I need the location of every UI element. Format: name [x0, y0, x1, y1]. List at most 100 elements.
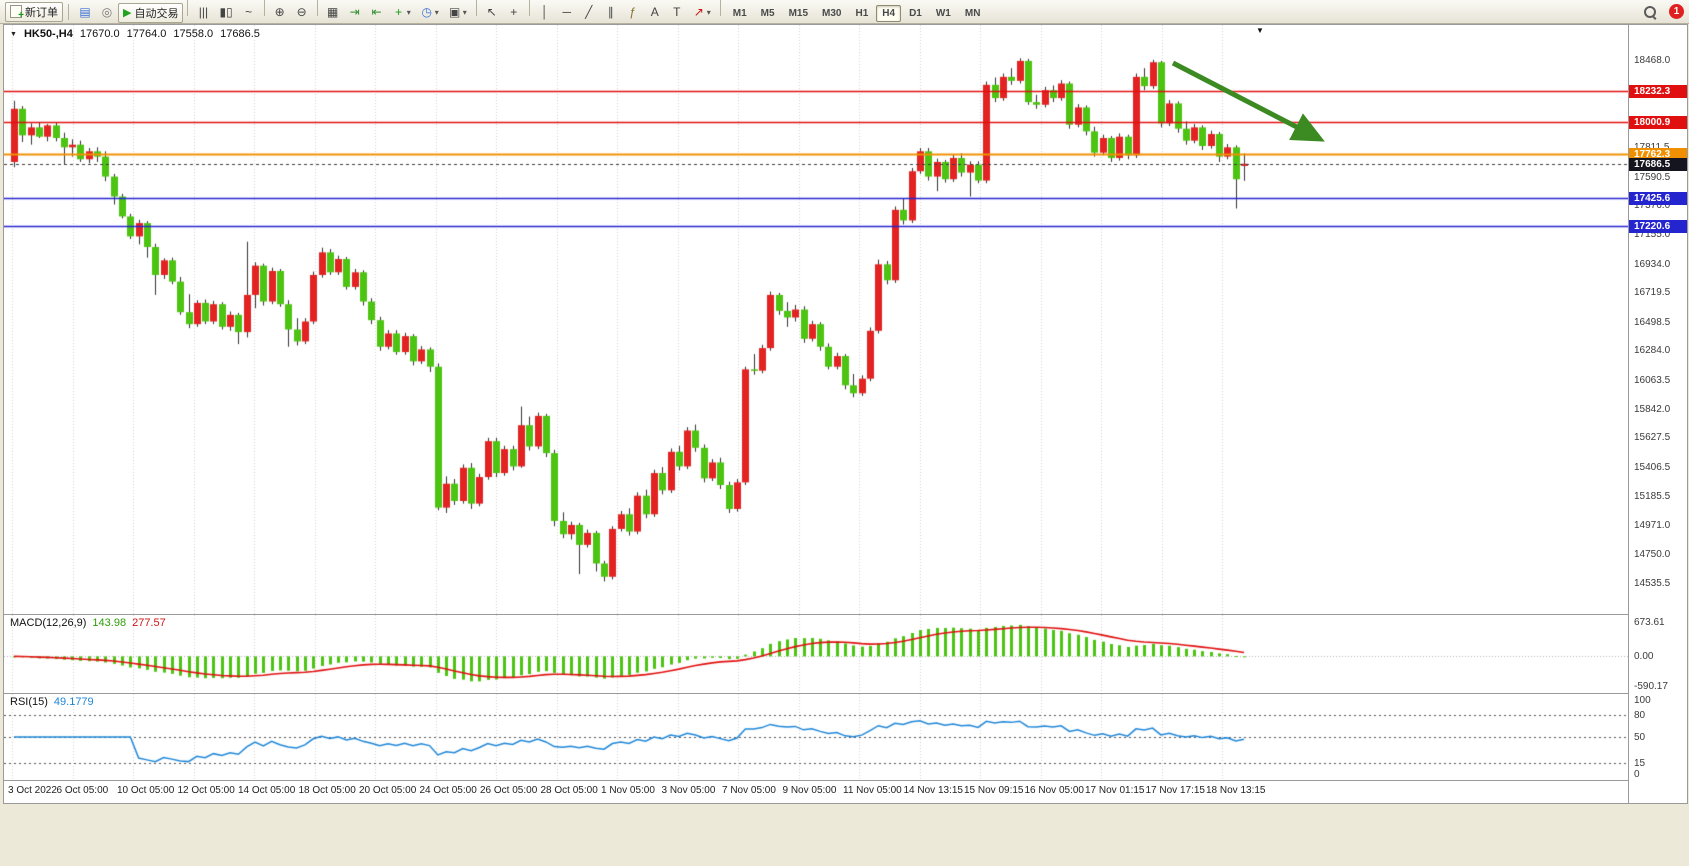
text-button[interactable]: A	[644, 2, 666, 22]
templates-button[interactable]: ▣ ▾	[444, 2, 472, 22]
price-axis-label: 16719.5	[1634, 287, 1671, 298]
price-badge: 18232.3	[1629, 85, 1687, 98]
chart-window: ▼ HK50-,H4 17670.0 17764.0 17558.0 17686…	[3, 24, 1688, 804]
price-axis-label: 14971.0	[1634, 520, 1671, 531]
time-axis-label: 14 Oct 05:00	[238, 785, 296, 796]
price-axis-label: 17590.5	[1634, 172, 1671, 183]
chart-menu-icon[interactable]: ▼	[10, 30, 17, 38]
panel-separator	[4, 780, 1687, 781]
price-badge: 18000.9	[1629, 116, 1687, 129]
price-axis-label: 15842.0	[1634, 404, 1671, 415]
chart-shift-marker-icon[interactable]: ▼	[1256, 26, 1264, 35]
rsi-panel-canvas[interactable]	[4, 694, 1628, 780]
charts-button[interactable]: ▤	[74, 2, 96, 22]
timeframe-group: M1 M5 M15 M30 H1 H4 D1 W1 MN	[726, 3, 988, 22]
strategy-tester-button[interactable]: ◎	[96, 2, 118, 22]
rsi-name: RSI(15)	[10, 696, 48, 708]
price-axis-label: -590.17	[1634, 681, 1668, 692]
profiles-icon: ◷	[421, 5, 432, 20]
channel-button[interactable]: ∥	[600, 2, 622, 22]
line-chart-button[interactable]: ~	[238, 2, 260, 22]
price-axis-label: 16934.0	[1634, 259, 1671, 270]
price-axis-label: 17811.5	[1629, 141, 1687, 154]
macd-panel-canvas[interactable]	[4, 615, 1628, 693]
panel-separator[interactable]	[4, 614, 1687, 615]
time-axis-label: 15 Nov 09:15	[964, 785, 1024, 796]
main-chart-canvas[interactable]	[4, 25, 1628, 614]
timeframe-m15-button[interactable]: M15	[788, 7, 809, 19]
profiles-button[interactable]: ◷ ▾	[416, 2, 444, 22]
price-axis-label: 50	[1634, 732, 1646, 743]
rsi-indicator-label: RSI(15) 49.1779	[10, 696, 94, 708]
time-axis-label: 9 Nov 05:00	[782, 785, 837, 796]
crosshair-icon: +	[510, 5, 518, 20]
search-button[interactable]	[1638, 2, 1662, 22]
chart-ohlc-label: ▼ HK50-,H4 17670.0 17764.0 17558.0 17686…	[10, 28, 260, 40]
text-label-button[interactable]: T	[666, 2, 688, 22]
zoom-out-button[interactable]: ⊖	[291, 2, 313, 22]
price-axis-label: 14535.5	[1634, 578, 1671, 589]
toolbar-separator	[316, 0, 318, 17]
chart-shift-icon: ⇤	[371, 5, 382, 20]
price-axis-label: 80	[1634, 710, 1646, 721]
cursor-button[interactable]: ↖	[481, 2, 503, 22]
text-icon: A	[650, 5, 659, 20]
candlestick-chart-button[interactable]: ▮▯	[214, 2, 237, 22]
timeframe-m1-button[interactable]: M1	[732, 7, 747, 19]
price-badge: 17220.6	[1629, 220, 1687, 233]
time-axis-label: 28 Oct 05:00	[540, 785, 598, 796]
timeframe-h4-button[interactable]: H4	[876, 4, 902, 22]
new-chart-icon: +	[395, 5, 403, 20]
price-axis-label: 16284.0	[1634, 345, 1671, 356]
price-axis-separator	[1628, 25, 1629, 803]
timeframe-m5-button[interactable]: M5	[760, 7, 775, 19]
time-axis-label: 17 Nov 17:15	[1145, 785, 1206, 796]
auto-trading-button[interactable]: ▶ 自动交易	[118, 2, 184, 23]
price-axis-label: 17376.0	[1634, 200, 1671, 211]
horizontal-line-button[interactable]: ─	[556, 2, 578, 22]
auto-trading-label: 自动交易	[134, 7, 179, 20]
timeframe-w1-button[interactable]: W1	[935, 7, 951, 19]
trendline-button[interactable]: ╱	[578, 2, 600, 22]
play-icon: ▶	[123, 7, 132, 20]
price-axis-label: 100	[1634, 695, 1651, 706]
new-order-button[interactable]: 新订单	[5, 1, 63, 22]
timeframe-mn-button[interactable]: MN	[964, 7, 981, 19]
time-axis-label: 3 Nov 05:00	[661, 785, 716, 796]
text-label-icon: T	[673, 5, 681, 20]
cursor-icon: ↖	[486, 5, 497, 20]
time-axis-label: 1 Nov 05:00	[601, 785, 655, 796]
bar-chart-button[interactable]: |||	[192, 2, 214, 22]
timeframe-h1-button[interactable]: H1	[855, 7, 869, 19]
channel-icon: ∥	[607, 5, 614, 20]
price-badge: 17762.3	[1629, 148, 1687, 161]
chart-shift-button[interactable]: ⇤	[366, 2, 388, 22]
toolbar-separator	[68, 3, 69, 20]
timeframe-m30-button[interactable]: M30	[822, 7, 842, 19]
bar-chart-icon: |||	[198, 5, 209, 20]
open-value: 17670.0	[79, 28, 120, 40]
panel-separator[interactable]	[4, 693, 1687, 694]
arrows-tool-button[interactable]: ↗ ▾	[688, 2, 716, 22]
templates-icon: ▣	[449, 5, 461, 20]
vertical-line-icon: │	[540, 5, 549, 20]
time-axis-label: 7 Nov 05:00	[722, 785, 776, 796]
timeframe-d1-button[interactable]: D1	[909, 7, 922, 19]
auto-scroll-button[interactable]: ⇥	[344, 2, 366, 22]
high-value: 17764.0	[126, 28, 167, 40]
fibonacci-button[interactable]: ƒ	[622, 2, 644, 22]
zoom-in-button[interactable]: ⊕	[269, 2, 291, 22]
price-axis[interactable]: 18468.0 17811.5 17590.5 17376.0 17155.0 16934…	[1629, 25, 1687, 803]
toolbar-separator	[528, 0, 530, 17]
notification-badge[interactable]: 1	[1669, 4, 1684, 19]
main-toolbar: 新订单 ▤◎▶自动交易|||▮▯~⊕⊖▦⇥⇤+▾◷▾▣▾↖+│─╱∥ƒAT↗▾ …	[0, 0, 1689, 24]
crosshair-button[interactable]: +	[503, 2, 525, 22]
macd-indicator-label: MACD(12,26,9) 143.98 277.57	[10, 617, 166, 629]
tile-windows-icon: ▦	[327, 5, 339, 20]
vertical-line-button[interactable]: │	[534, 2, 556, 22]
time-axis[interactable]: 3 Oct 2022 6 Oct 05:00 10 Oct 05:00 12 Oct …	[4, 781, 1628, 803]
macd-name: MACD(12,26,9)	[10, 617, 87, 629]
new-chart-button[interactable]: + ▾	[388, 2, 416, 22]
tile-windows-button[interactable]: ▦	[322, 2, 344, 22]
new-order-label: 新订单	[25, 6, 58, 19]
